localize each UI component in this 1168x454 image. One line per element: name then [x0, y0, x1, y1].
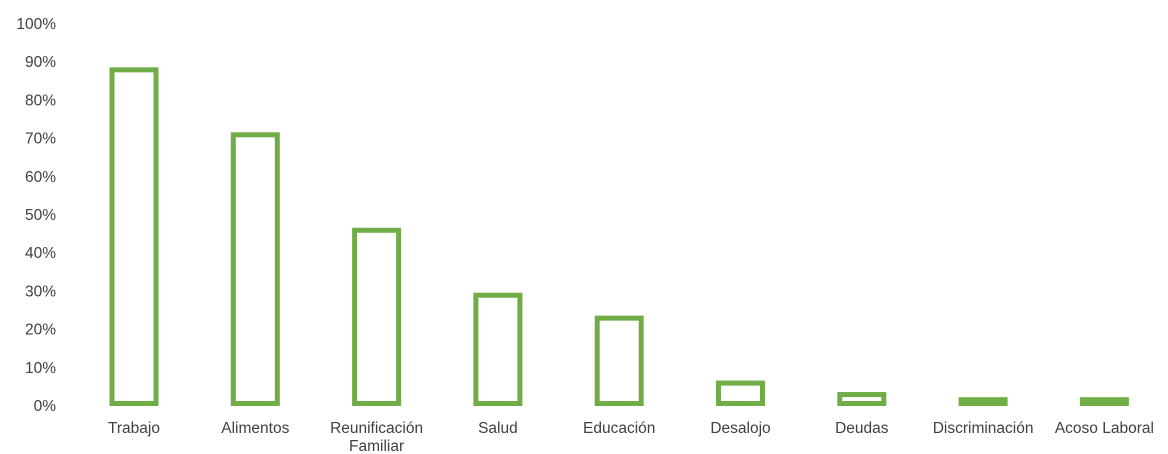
y-tick-label: 100%: [16, 16, 56, 33]
bar: [473, 292, 523, 406]
x-category-label-line: Alimentos: [221, 420, 289, 437]
bar: [594, 315, 644, 407]
x-category-label: Trabajo: [108, 420, 160, 437]
y-tick-label: 80%: [25, 92, 56, 109]
bar: [109, 67, 159, 406]
bar: [958, 397, 1008, 406]
x-category-label-line: Educación: [583, 420, 655, 437]
y-tick-label: 30%: [25, 283, 56, 300]
bar: [230, 132, 280, 406]
x-category-label: Desalojo: [710, 420, 770, 437]
y-tick-label: 50%: [25, 207, 56, 224]
bars: [109, 67, 1129, 407]
x-category-label: Deudas: [835, 420, 889, 437]
y-tick-label: 0%: [34, 398, 57, 415]
bar: [716, 380, 765, 406]
y-tick-label: 10%: [25, 360, 56, 377]
x-axis: Trabajo Alimentos Reunificación Familiar Sal…: [108, 420, 1154, 454]
bar: [1079, 397, 1129, 406]
bar: [352, 227, 402, 406]
x-category-label: Alimentos: [221, 420, 289, 437]
x-category-label-line: Reunificación: [330, 420, 423, 437]
bar: [837, 392, 887, 407]
y-tick-label: 20%: [25, 322, 56, 339]
y-tick-label: 70%: [25, 131, 56, 148]
y-axis: 0% 10% 20% 30% 40% 50% 60% 70% 80% 90% 100%: [16, 16, 56, 415]
x-category-label-line: Trabajo: [108, 420, 160, 437]
y-tick-label: 60%: [25, 169, 56, 186]
x-category-label-line: Desalojo: [710, 420, 770, 437]
x-category-label: Acoso Laboral: [1055, 420, 1154, 437]
x-category-label: Discriminación: [933, 420, 1034, 437]
x-category-label-line: Discriminación: [933, 420, 1034, 437]
x-category-label-line: Familiar: [349, 438, 404, 454]
y-tick-label: 40%: [25, 245, 56, 262]
x-category-label-line: Deudas: [835, 420, 889, 437]
x-category-label-line: Salud: [478, 420, 518, 437]
x-category-label: Salud: [478, 420, 518, 437]
x-category-label-line: Acoso Laboral: [1055, 420, 1154, 437]
x-category-label: Reunificación Familiar: [330, 420, 423, 454]
x-category-label: Educación: [583, 420, 655, 437]
y-tick-label: 90%: [25, 54, 56, 71]
